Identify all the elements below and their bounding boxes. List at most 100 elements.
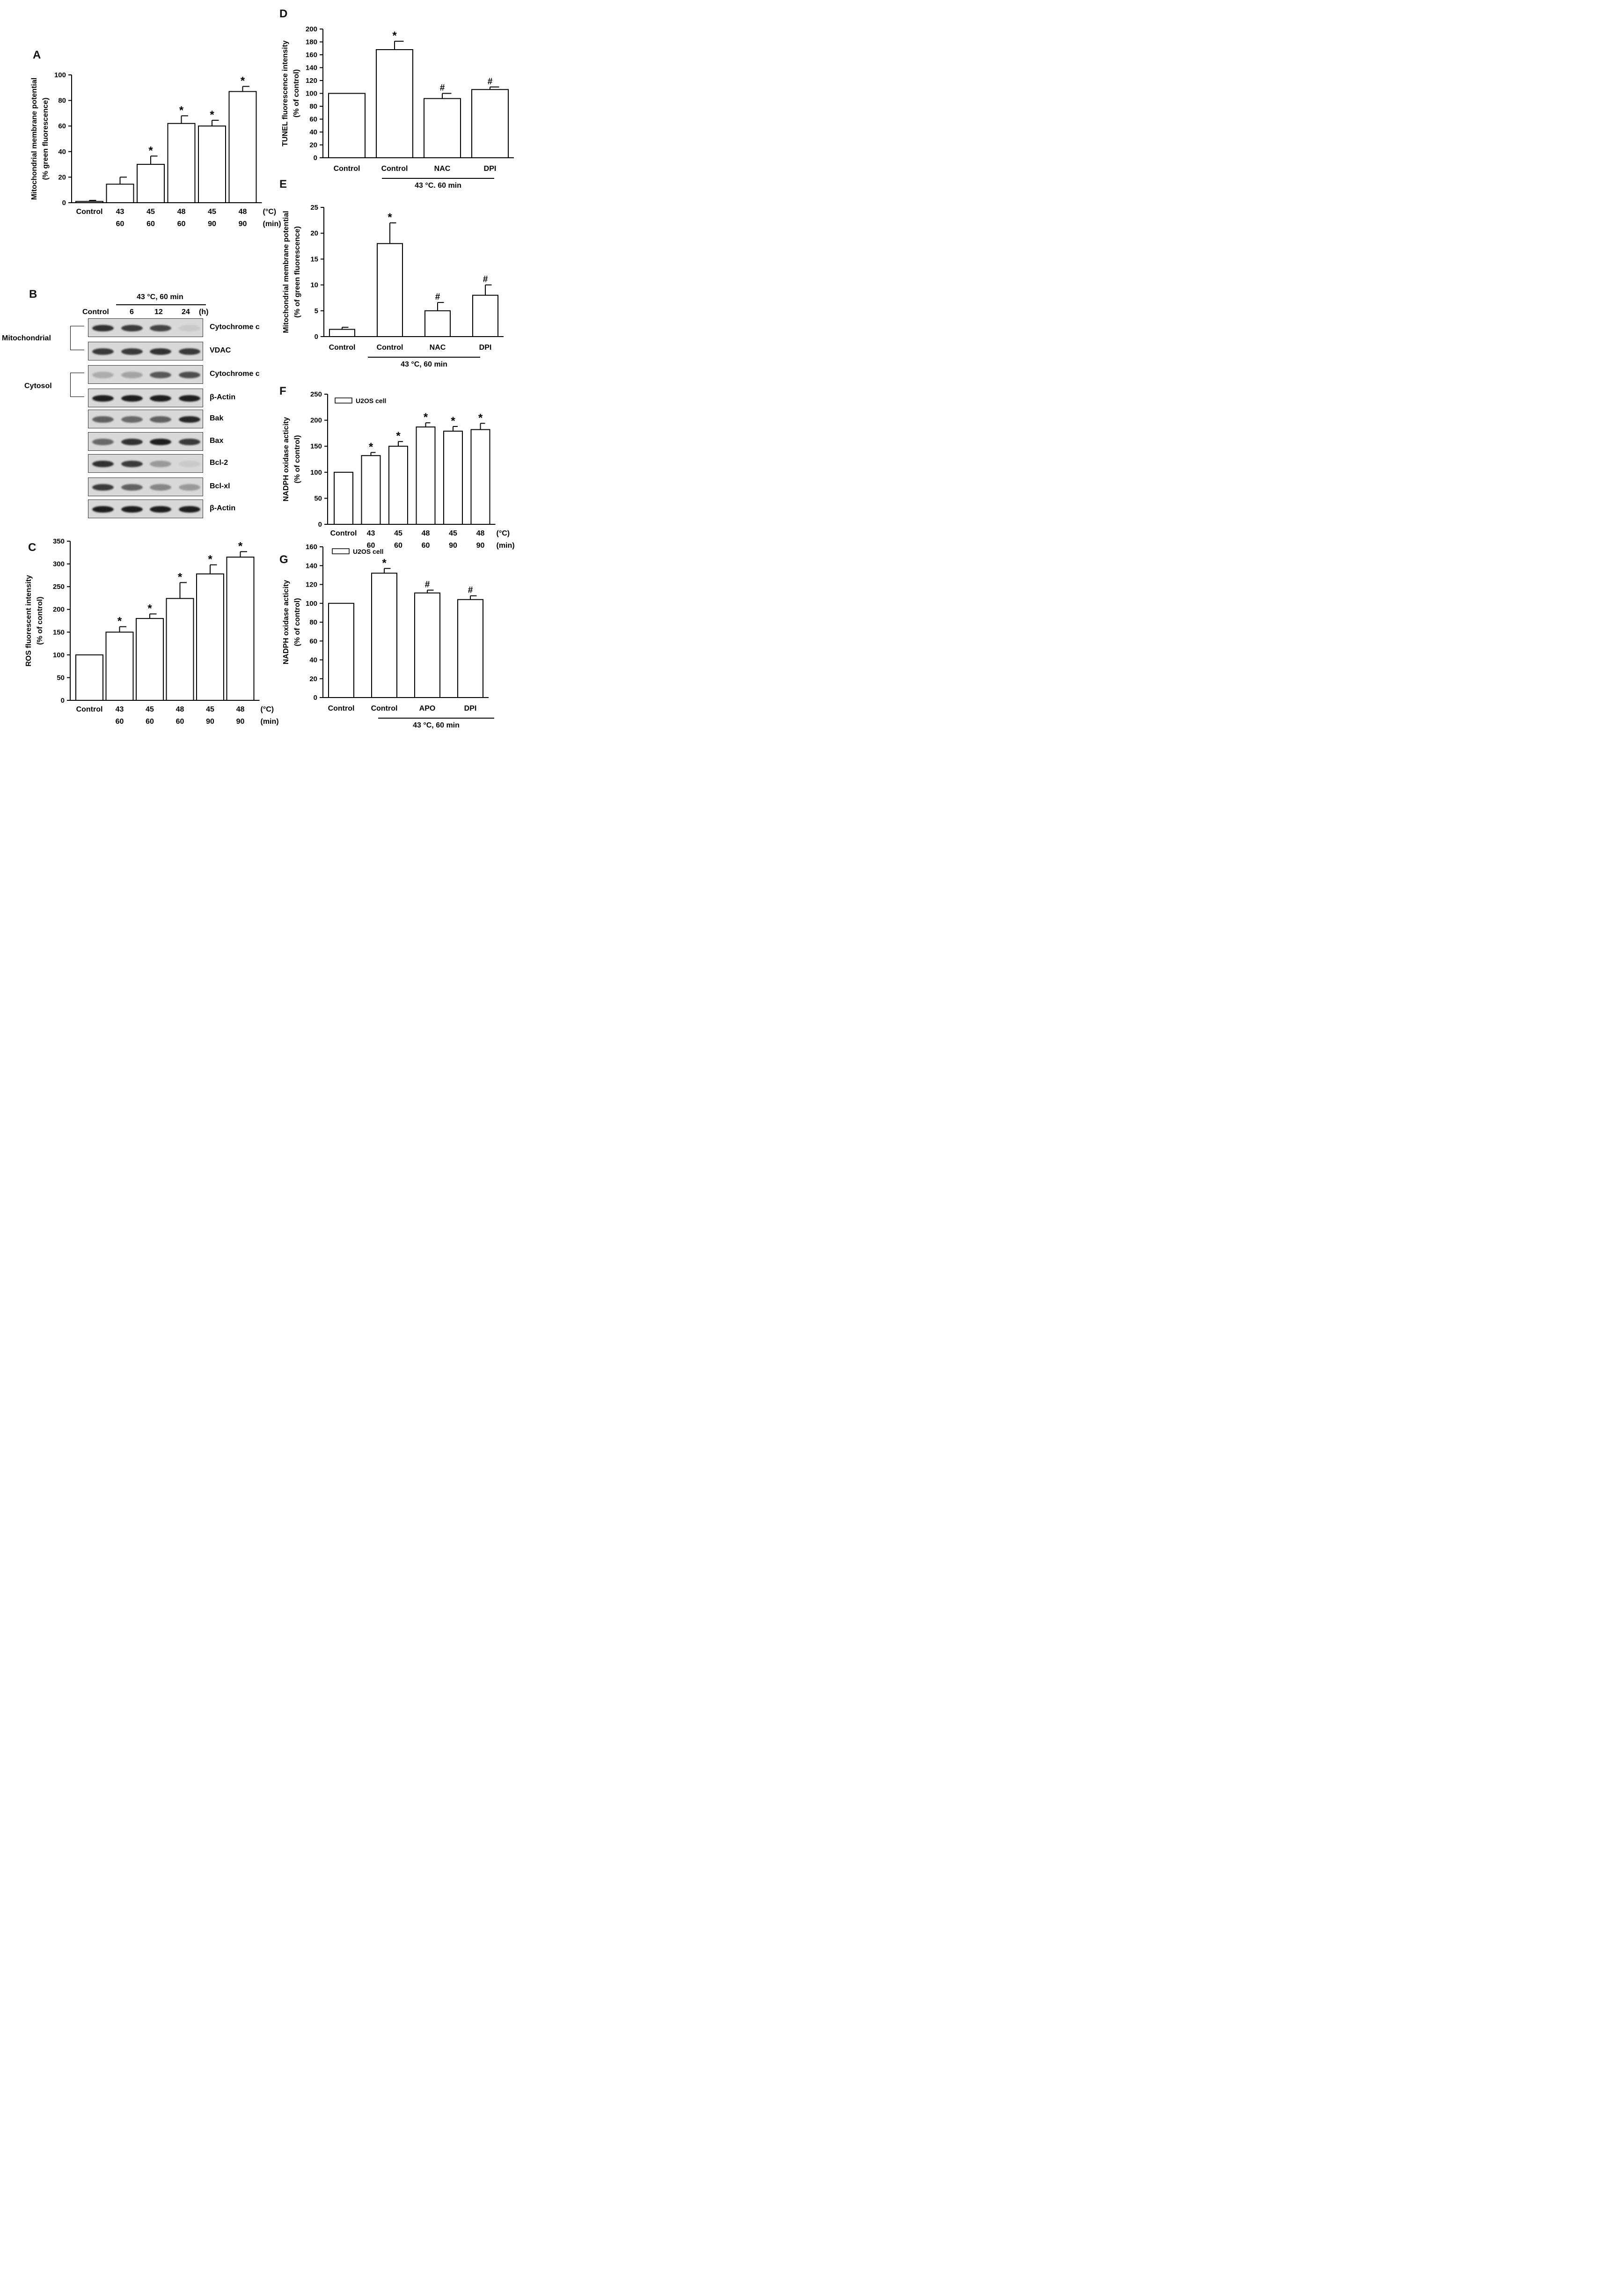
bar-a: [75, 201, 103, 203]
y-axis-label-d: (% of control): [293, 69, 300, 118]
x-tick-label-f: 48: [422, 529, 430, 537]
y-tick-label-c: 100: [53, 651, 65, 659]
y-tick-label-f: 100: [310, 469, 322, 477]
x-unit-label-f: (°C): [497, 529, 510, 537]
y-axis-label-d: TUNEL fluorescence intensity: [281, 40, 289, 147]
blot-band: [92, 461, 114, 467]
blot-band: [179, 416, 200, 423]
blot-band: [150, 325, 171, 331]
y-axis-label-g: (% of control): [293, 598, 301, 646]
x-tick-label-c: 90: [206, 718, 214, 726]
y-tick-label-g: 160: [306, 543, 317, 551]
y-tick-label-c: 150: [53, 628, 65, 636]
blot-band: [150, 372, 171, 378]
x-tick-label-a: Control: [76, 208, 103, 216]
blot-lane-24h: 24: [182, 308, 190, 316]
y-tick-label-e: 25: [310, 204, 318, 212]
x-tick-label-f: 48: [476, 529, 485, 537]
y-tick-label-g: 0: [314, 694, 317, 702]
bar-g: [414, 592, 440, 698]
significance-mark-a: *: [210, 109, 214, 121]
y-tick-label-c: 50: [57, 674, 65, 682]
x-tick-label-a: 90: [239, 220, 247, 228]
blot-band: [92, 325, 114, 331]
blot-strip: [88, 318, 203, 337]
y-tick-label-g: 40: [309, 656, 317, 664]
blot-row-label: Cytochrome c: [210, 370, 260, 378]
significance-mark-c: *: [178, 571, 183, 583]
bar-a: [137, 164, 165, 204]
blot-band: [150, 461, 171, 467]
bar-f: [361, 455, 381, 525]
blot-row-label: β-Actin: [210, 393, 236, 401]
y-axis-label-f: NADPH oxidase acticity: [282, 417, 290, 502]
bar-e: [472, 294, 498, 337]
y-tick-label-a: 0: [62, 199, 66, 207]
significance-mark-e: #: [435, 292, 440, 302]
bar-d: [424, 98, 461, 158]
y-axis-label-e: (% of green fluorescence): [293, 226, 301, 318]
x-tick-label-e: DPI: [479, 344, 492, 352]
x-tick-label-d: Control: [334, 165, 360, 173]
y-axis-label-a: (% green fluorescence): [42, 97, 50, 180]
blot-band: [121, 484, 143, 491]
y-tick-label-a: 100: [54, 71, 66, 79]
blot-band: [92, 439, 114, 445]
x-tick-label-c: 90: [236, 718, 245, 726]
blot-band: [150, 484, 171, 491]
blot-strip: [88, 500, 203, 518]
y-tick-label-d: 40: [309, 128, 317, 136]
x-tick-label-f: 90: [449, 542, 457, 550]
blot-band: [150, 395, 171, 402]
y-tick-label-g: 60: [309, 637, 317, 645]
y-tick-label-d: 180: [306, 38, 317, 46]
y-tick-label-c: 250: [53, 583, 65, 591]
chart-f: 0 50 100 150 200 250 NADPH oxidase acticity (% …: [282, 390, 515, 550]
legend-swatch-f: [335, 397, 352, 404]
bar-c: [136, 618, 164, 701]
x-tick-label-f: 60: [367, 542, 375, 550]
x-tick-label-g: Control: [371, 705, 398, 713]
blot-lane-12h: 12: [154, 308, 163, 316]
blot-band: [179, 484, 200, 491]
y-tick-label-c: 350: [53, 537, 65, 545]
x-tick-label-c: 60: [176, 718, 184, 726]
significance-mark-c: *: [117, 615, 122, 628]
x-tick-label-g: APO: [419, 705, 436, 713]
bar-d: [376, 49, 413, 158]
significance-mark-f: *: [451, 415, 455, 427]
blot-row-label: Bcl-xl: [210, 482, 230, 490]
bar-c: [105, 632, 134, 701]
blot-row-label: VDAC: [210, 346, 231, 354]
y-tick-label-g: 100: [306, 600, 317, 608]
fraction-cytosol: Cytosol: [24, 382, 52, 390]
blot-band: [179, 395, 200, 402]
blot-band: [179, 372, 200, 378]
blot-band: [121, 372, 143, 378]
legend-swatch-g: [332, 548, 350, 554]
significance-mark-d: *: [392, 29, 397, 42]
panel-label-g: G: [279, 553, 288, 566]
blot-band: [179, 506, 200, 513]
bar-e: [424, 310, 451, 337]
blot-row-label: Bax: [210, 437, 224, 445]
blot-lane-6h: 6: [130, 308, 134, 316]
x-tick-label-e: NAC: [430, 344, 446, 352]
y-axis-label-f: (% of control): [293, 435, 301, 483]
x-tick-label-a: 48: [177, 208, 186, 216]
significance-mark-a: *: [148, 144, 153, 157]
bar-a: [198, 125, 226, 204]
x-tick-label-a: 43: [116, 208, 124, 216]
chart-c: 0 50 100 150 200 250 300 350 ROS fluorescent int…: [25, 537, 279, 726]
y-tick-label-a: 20: [58, 173, 66, 181]
blot-treatment-label: 43 °C, 60 min: [137, 293, 183, 301]
y-tick-label-f: 150: [310, 442, 322, 450]
blot-row-label: Bcl-2: [210, 459, 228, 467]
blot-band: [150, 348, 171, 355]
panel-label-d: D: [279, 7, 288, 20]
bar-d: [471, 89, 509, 158]
panel-label-a: A: [33, 49, 41, 61]
x-tick-label-f: 45: [449, 529, 457, 537]
bar-f: [334, 471, 353, 525]
blot-band: [179, 461, 200, 467]
